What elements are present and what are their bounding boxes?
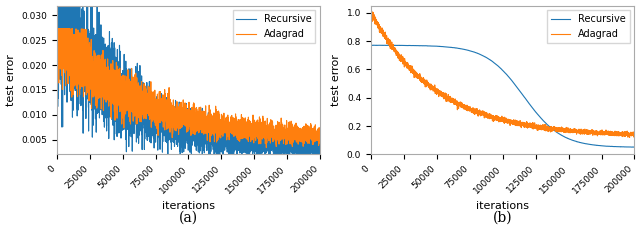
Legend: Recursive, Adagrad: Recursive, Adagrad [232,10,316,43]
Recursive [295,141,303,144]
Recursive [559,134,566,137]
Adagrad [480,110,488,113]
Recursive [166,129,173,132]
Recursive [177,155,184,158]
Recursive [367,44,375,47]
Recursive [370,44,378,47]
Recursive [478,54,486,57]
Recursive [492,63,500,66]
Adagrad [166,107,173,110]
Adagrad [478,111,486,114]
Adagrad [295,139,303,142]
Recursive [480,55,488,58]
Recursive [244,137,252,140]
Recursive [623,145,630,148]
Adagrad [609,132,617,135]
Adagrad [630,135,638,138]
Y-axis label: test error: test error [332,54,341,106]
Adagrad [559,129,566,132]
Adagrad [492,114,500,117]
Recursive [630,146,638,149]
Adagrad [244,124,252,127]
Recursive [609,145,617,148]
Line: Adagrad: Adagrad [371,10,634,138]
Recursive [308,147,316,150]
Text: (b): (b) [493,211,513,225]
Adagrad [626,136,634,139]
Adagrad [308,134,316,137]
Text: (a): (a) [179,211,198,225]
Adagrad [164,104,172,107]
Recursive [630,146,637,149]
Adagrad [316,133,324,136]
Line: Recursive: Recursive [57,3,320,157]
Adagrad [623,134,630,137]
Recursive [178,123,186,126]
Recursive [53,1,61,4]
Recursive [164,134,172,137]
Adagrad [367,9,375,12]
Y-axis label: test error: test error [6,54,15,106]
Line: Adagrad: Adagrad [57,29,320,147]
Adagrad [53,27,61,30]
Adagrad [262,146,270,149]
Adagrad [178,108,186,111]
Recursive [316,145,324,148]
Legend: Recursive, Adagrad: Recursive, Adagrad [547,10,630,43]
Line: Recursive: Recursive [371,45,634,147]
X-axis label: iterations: iterations [476,200,529,211]
X-axis label: iterations: iterations [162,200,215,211]
